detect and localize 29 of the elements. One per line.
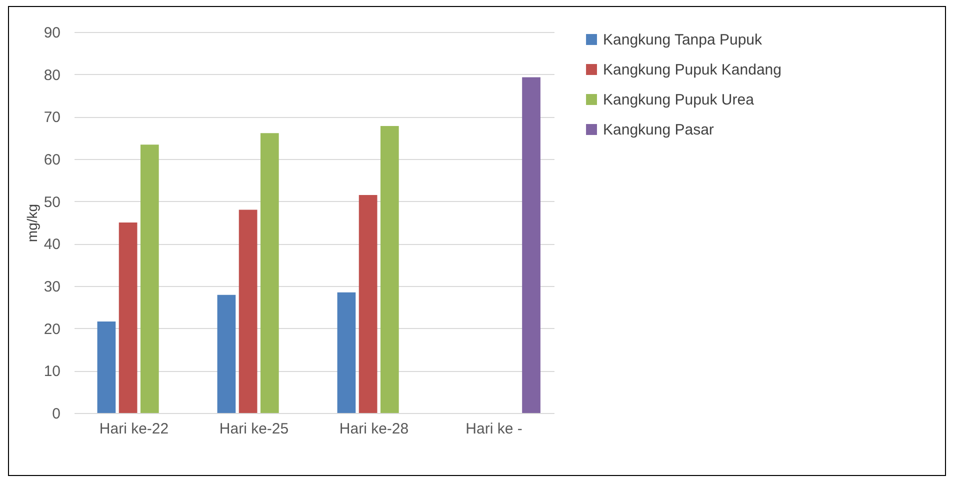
bar	[358, 194, 378, 413]
y-tick-label: 10	[44, 363, 60, 380]
legend-label: Kangkung Pupuk Kandang	[603, 62, 782, 78]
y-tick-label: 70	[44, 109, 60, 126]
legend-label: Kangkung Tanpa Pupuk	[603, 32, 763, 48]
y-axis-title: mg/kg	[24, 204, 40, 242]
y-tick-label: 50	[44, 194, 60, 211]
bar	[140, 144, 159, 413]
y-tick-label: 0	[52, 406, 60, 422]
bar	[380, 126, 399, 413]
bar	[260, 133, 279, 413]
bar	[337, 292, 356, 413]
x-tick-label: Hari ke-25	[219, 420, 289, 438]
y-tick-label: 40	[44, 236, 60, 254]
x-tick-label: Hari ke-22	[99, 420, 169, 438]
bar	[97, 322, 116, 413]
legend-label: Kangkung Pasar	[603, 122, 714, 138]
x-tick-label: Hari ke -	[466, 420, 522, 438]
bar	[217, 294, 236, 413]
legend-label: Kangkung Pupuk Urea	[603, 92, 755, 108]
bar	[238, 210, 258, 413]
y-tick-label: 30	[44, 278, 60, 296]
y-tick-label: 60	[44, 152, 60, 168]
bar	[118, 222, 138, 413]
bar	[522, 77, 540, 413]
x-tick-label: Hari ke-28	[339, 420, 409, 438]
y-tick-label: 20	[44, 320, 60, 338]
y-tick-label: 80	[44, 66, 60, 84]
y-tick-label: 90	[44, 24, 60, 42]
